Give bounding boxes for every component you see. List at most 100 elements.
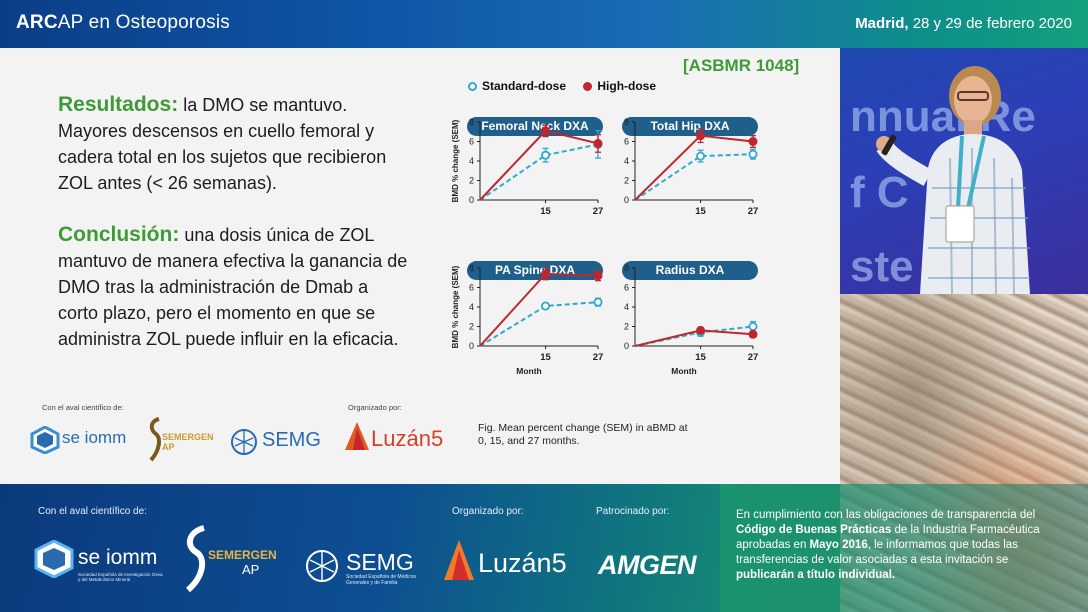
footer-logo-semergen: SEMERGEN AP [182, 524, 282, 600]
slide-logo-semg: SEMG [230, 426, 325, 460]
y-tick-label: 2 [624, 322, 629, 332]
chart-panel-2: 0 2 4 6 8 15 27 BMD % change (SEM) Month [451, 263, 603, 376]
panel-title-femoral-neck: Femoral Neck DXA [467, 117, 603, 136]
chart-panel-3: 0 2 4 6 8 15 27 Month [624, 263, 758, 376]
footer-semg-emblem-icon [306, 550, 338, 582]
seiomm-emblem-icon [30, 426, 60, 454]
x-tick-label: 27 [593, 352, 604, 363]
footer-seiomm-text: se iomm [78, 546, 158, 569]
transparency-note: En cumplimiento con las obligaciones de … [736, 508, 1066, 583]
y-tick-label: 2 [469, 322, 474, 332]
y-tick-label: 2 [624, 176, 629, 186]
semergen-s-icon [149, 417, 161, 462]
x-tick-label: 15 [540, 352, 551, 363]
speaker-video: nnual Re f C ste ro [840, 48, 1088, 294]
data-point-standard [541, 301, 551, 311]
series-line-standard [479, 143, 599, 201]
note-text-2: de la Industria Farmacéutica aprobadas e… [736, 524, 1040, 551]
slide-luzan-text: Luzán5 [371, 426, 444, 451]
event-title-rest: AP en Osteoporosis [57, 12, 230, 33]
top-banner: ARCAP en Osteoporosis Madrid, 28 y 29 de… [0, 0, 1088, 48]
y-tick-label: 0 [624, 195, 629, 205]
chart-legend: Standard-dose High-dose [468, 79, 670, 94]
series-line-high [634, 134, 754, 201]
y-tick-label: 0 [469, 195, 474, 205]
x-axis-label: Month [671, 366, 697, 376]
footer-logo-seiomm: se iomm Sociedad Española de Investigaci… [34, 540, 164, 584]
x-tick-label: 27 [748, 206, 759, 217]
luzan-sail-icon [345, 422, 369, 450]
series-line-standard [634, 153, 754, 201]
x-tick-label: 27 [593, 206, 604, 217]
slide-semg-text: SEMG [262, 429, 321, 451]
bmd-charts: 0 2 4 6 8 15 27 BMD % change (SEM) 0 2 4 6 8 15 27 0 2 4 6… [451, 117, 758, 376]
footer-luzan-sail-icon [444, 540, 474, 580]
legend-standard-label: Standard-dose [482, 79, 567, 93]
conclusion-paragraph: Conclusión: una dosis única de ZOL mantu… [58, 222, 408, 352]
speaker-figure-icon [876, 66, 1030, 294]
series-line-standard [479, 301, 599, 347]
data-point-high [748, 329, 758, 339]
footer-logo-luzan: Luzán5 [444, 540, 574, 584]
results-paragraph: Resultados: la DMO se mantuvo. Mayores d… [58, 92, 408, 196]
event-date: Madrid, 28 y 29 de febrero 2020 [855, 15, 1072, 32]
legend-high: High-dose [583, 79, 656, 93]
y-axis-label: BMD % change (SEM) [451, 119, 460, 202]
y-tick-label: 4 [469, 302, 474, 312]
note-bold-1: Código de Buenas Prácticas [736, 524, 892, 536]
slide-seiomm-text: se iomm [62, 428, 127, 447]
footer-seiomm-sub: Sociedad Española de Investigación Ósea … [78, 572, 163, 582]
results-heading: Resultados: [58, 93, 179, 116]
backdrop-text-1: nnual Re [850, 92, 1036, 141]
y-tick-label: 4 [469, 156, 474, 166]
data-point-high [593, 271, 603, 281]
data-point-standard [696, 151, 706, 161]
event-title: ARCAP en Osteoporosis [16, 12, 230, 34]
backdrop-text-2: f C [850, 168, 909, 217]
footer-logo-amgen: AMGEN [598, 550, 697, 580]
footer-logo-semg: SEMG Sociedad Española de Médicos Genera… [304, 548, 444, 588]
x-tick-label: 15 [540, 206, 551, 217]
event-date-city: Madrid, [855, 15, 909, 32]
y-tick-label: 8 [624, 117, 629, 127]
y-tick-label: 0 [624, 341, 629, 351]
legend-standard: Standard-dose [468, 79, 566, 93]
footer-right-band [720, 484, 1088, 612]
footer-luzan-text: Luzán5 [478, 548, 567, 578]
legend-high-marker [583, 81, 593, 91]
note-bold-2: Mayo 2016 [809, 539, 868, 551]
x-tick-label: 15 [695, 352, 706, 363]
footer-patrocinado-label: Patrocinado por: [596, 506, 670, 517]
conclusion-heading: Conclusión: [58, 223, 180, 246]
footer-semg-text: SEMG [346, 549, 414, 575]
x-tick-label: 27 [748, 352, 759, 363]
y-tick-label: 4 [624, 302, 629, 312]
slide-semergen-text: SEMERGEN AP [162, 432, 214, 452]
y-tick-label: 4 [624, 156, 629, 166]
panel-title-total-hip: Total Hip DXA [622, 117, 758, 136]
legend-standard-marker [468, 81, 477, 91]
citation-label: [ASBMR 1048] [683, 56, 800, 75]
y-axis-label: BMD % change (SEM) [451, 265, 460, 348]
y-tick-label: 6 [469, 137, 474, 147]
data-point-standard [748, 149, 758, 159]
panel-title-radius: Radius DXA [622, 261, 758, 280]
footer-semg-sub: Sociedad Española de Médicos Generales y… [346, 574, 417, 586]
note-text-3: , le informamos que todas las transferen… [736, 539, 1018, 566]
slide-aval-label: Con el aval científico de: [42, 403, 124, 412]
conclusion-text: una dosis única de ZOL mantuvo de manera… [58, 225, 408, 349]
x-axis-label: Month [516, 366, 542, 376]
chart-panel-1: 0 2 4 6 8 15 27 [624, 117, 758, 217]
data-point-standard [593, 297, 603, 307]
presentation-slide: Resultados: la DMO se mantuvo. Mayores d… [0, 48, 840, 484]
y-tick-label: 0 [469, 341, 474, 351]
results-text: la DMO se mantuvo. Mayores descensos en … [58, 95, 387, 193]
footer-organizado-label: Organizado por: [452, 506, 524, 517]
semg-emblem-icon [231, 429, 257, 455]
y-tick-label: 2 [469, 176, 474, 186]
series-line-high [634, 329, 754, 347]
slide-organizado-label: Organizado por: [348, 403, 402, 412]
chart-panel-0: 0 2 4 6 8 15 27 BMD % change (SEM) [451, 117, 603, 217]
footer-seiomm-emblem-icon [34, 540, 74, 578]
slide-logo-seiomm: se iomm [30, 420, 135, 460]
